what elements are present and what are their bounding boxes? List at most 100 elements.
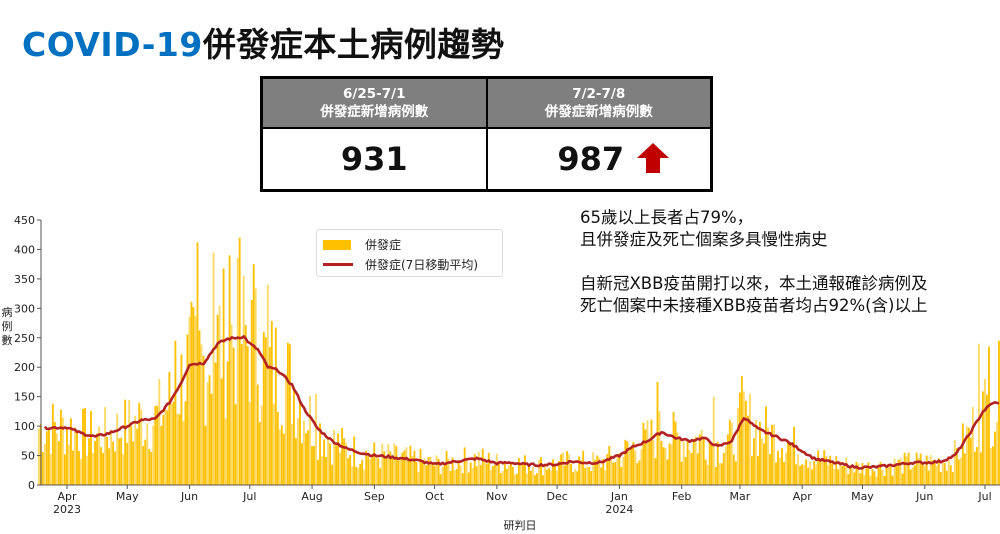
bar bbox=[288, 344, 291, 485]
bar bbox=[787, 442, 789, 485]
bar bbox=[264, 337, 267, 485]
bar bbox=[799, 465, 802, 485]
bar bbox=[662, 447, 665, 485]
bar bbox=[961, 423, 964, 485]
bar bbox=[429, 456, 432, 485]
bar bbox=[397, 460, 400, 485]
bar bbox=[521, 462, 524, 485]
bar bbox=[479, 464, 482, 485]
bar bbox=[580, 460, 583, 485]
bar bbox=[632, 442, 635, 485]
bar bbox=[919, 453, 922, 485]
bar bbox=[210, 393, 213, 485]
bar bbox=[823, 450, 826, 485]
bar bbox=[108, 448, 111, 485]
y-tick-label: 200 bbox=[14, 361, 35, 374]
bar bbox=[509, 462, 512, 485]
bar bbox=[971, 406, 974, 485]
bar bbox=[899, 458, 902, 485]
bar bbox=[548, 468, 550, 485]
bar bbox=[847, 474, 850, 485]
bar bbox=[821, 459, 824, 485]
bar bbox=[875, 476, 878, 485]
bar bbox=[208, 375, 211, 485]
bar bbox=[447, 458, 450, 485]
bar bbox=[202, 355, 205, 485]
bar bbox=[528, 466, 530, 485]
bar bbox=[748, 393, 751, 485]
bar bbox=[152, 425, 155, 485]
bar bbox=[341, 427, 344, 485]
bar bbox=[678, 436, 681, 485]
bar bbox=[156, 405, 159, 485]
bar bbox=[399, 458, 402, 485]
bar bbox=[216, 314, 219, 485]
bar bbox=[947, 457, 950, 485]
y-axis-label: 數 bbox=[2, 334, 13, 347]
x-tick-label: Apr bbox=[57, 490, 77, 503]
bar bbox=[475, 466, 478, 485]
bar bbox=[740, 376, 743, 485]
bar bbox=[682, 441, 685, 485]
bar bbox=[327, 438, 329, 485]
bar bbox=[371, 453, 374, 485]
bar bbox=[100, 447, 102, 485]
bar bbox=[41, 452, 44, 485]
bar bbox=[491, 466, 494, 485]
bar bbox=[84, 407, 86, 485]
bar bbox=[602, 458, 605, 485]
bar bbox=[994, 431, 996, 485]
bar bbox=[827, 465, 830, 485]
y-tick-label: 450 bbox=[14, 214, 35, 227]
bar bbox=[329, 443, 331, 485]
bar bbox=[584, 468, 587, 485]
bar bbox=[618, 453, 621, 485]
bar bbox=[258, 422, 261, 485]
x-tick-label: Aug bbox=[301, 490, 322, 503]
bar bbox=[538, 459, 540, 485]
y-axis-label: 病 bbox=[2, 305, 13, 319]
bar bbox=[606, 454, 609, 485]
bar bbox=[706, 464, 709, 485]
note-xbb-vaccine: 自新冠XBB疫苗開打以來，本土通報確診病例及 死亡個案中未接種XBB疫苗者均占92… bbox=[580, 274, 928, 315]
bar bbox=[674, 421, 677, 485]
bar bbox=[164, 407, 167, 485]
summary-header-this-week: 7/2-7/8 併發症新增病例數 bbox=[485, 76, 713, 129]
bar bbox=[889, 464, 892, 485]
bar bbox=[610, 455, 613, 485]
bar bbox=[445, 450, 448, 485]
bar bbox=[493, 464, 496, 485]
bar bbox=[49, 454, 52, 485]
bar bbox=[777, 450, 779, 485]
bar bbox=[214, 362, 217, 485]
bar bbox=[158, 378, 161, 485]
bar bbox=[204, 425, 207, 485]
bar bbox=[172, 401, 175, 485]
bar bbox=[927, 470, 930, 485]
bar bbox=[278, 429, 281, 485]
bar bbox=[114, 451, 117, 485]
bar bbox=[801, 464, 804, 485]
bar bbox=[550, 470, 552, 485]
bar bbox=[990, 448, 992, 485]
bar bbox=[505, 468, 508, 485]
bar bbox=[630, 446, 633, 485]
bar bbox=[96, 433, 98, 485]
bar bbox=[411, 456, 414, 485]
bar bbox=[843, 465, 846, 485]
bar bbox=[57, 441, 60, 485]
bar bbox=[409, 445, 412, 485]
bar bbox=[909, 469, 912, 485]
bar bbox=[921, 464, 924, 485]
bar bbox=[590, 471, 593, 485]
bar bbox=[702, 438, 705, 485]
x-tick-label: Dec bbox=[546, 490, 567, 503]
bar bbox=[855, 461, 858, 485]
bar bbox=[730, 422, 733, 485]
bar bbox=[234, 404, 237, 485]
bar bbox=[586, 466, 589, 485]
bar bbox=[427, 456, 430, 485]
bar bbox=[622, 456, 625, 485]
moving-average-line bbox=[43, 335, 1000, 470]
